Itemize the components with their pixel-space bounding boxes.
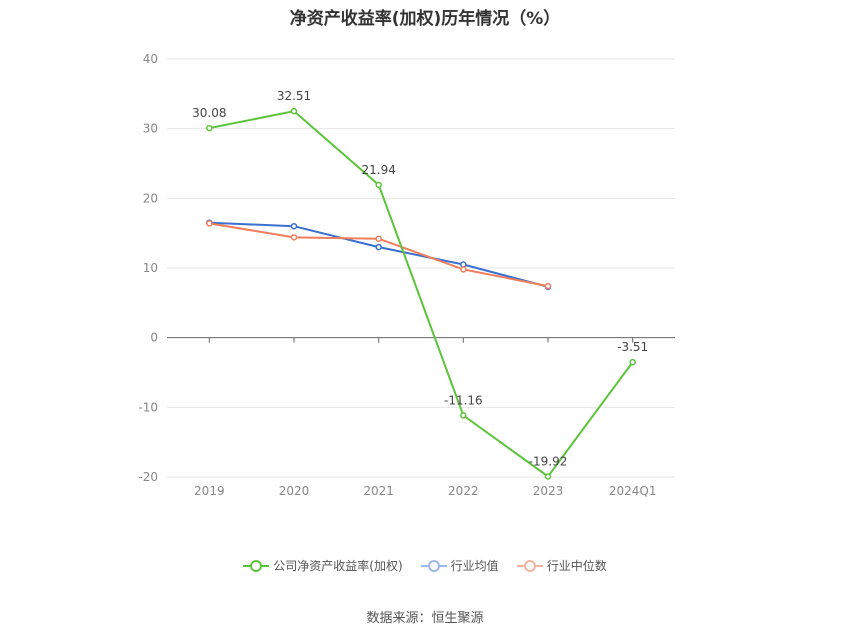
data-point <box>544 282 552 290</box>
data-point <box>629 358 636 366</box>
x-tick-label: 2022 <box>448 484 479 498</box>
y-tick-label: -20 <box>138 470 158 484</box>
data-label: 30.08 <box>192 106 226 120</box>
x-tick-label: 2020 <box>279 484 310 498</box>
data-labels: 30.08 32.51 21.94 -11.16 -19.92 -3.51 <box>192 89 648 468</box>
y-tick-label: 40 <box>143 52 158 66</box>
legend-item-company[interactable]: 公司净资产收益率(加权) <box>243 557 403 574</box>
chart-title: 净资产收益率(加权)历年情况（%） <box>289 9 561 29</box>
legend-marker-icon <box>420 559 447 572</box>
legend: 公司净资产收益率(加权) 行业均值 行业中位数 <box>0 557 850 574</box>
data-point <box>290 222 298 230</box>
grid-lines <box>167 58 675 478</box>
y-tick-label: 0 <box>150 331 158 345</box>
y-tick-label: -10 <box>138 400 158 414</box>
legend-marker-icon <box>516 559 543 572</box>
x-tick-label: 2023 <box>533 484 564 498</box>
data-point <box>290 234 298 241</box>
data-label: -3.51 <box>617 340 648 354</box>
legend-item-industry-mean[interactable]: 行业均值 <box>420 557 499 574</box>
data-point <box>290 107 298 115</box>
axes: -20 -10 0 10 20 30 40 2019 2020 2021 2022 2023 2024Q… <box>138 52 675 498</box>
data-point <box>375 235 382 242</box>
data-label: -11.16 <box>444 393 483 407</box>
y-tick-label: 10 <box>143 261 158 275</box>
data-point <box>206 124 213 132</box>
x-tick-label: 2019 <box>194 484 225 498</box>
data-point <box>375 181 382 189</box>
series-lines <box>206 107 636 480</box>
y-tick-label: 20 <box>143 191 158 205</box>
y-tick-label: 30 <box>143 122 158 136</box>
data-label: -19.92 <box>529 454 568 468</box>
data-point <box>544 473 552 480</box>
legend-marker-icon <box>243 559 270 572</box>
data-point <box>460 266 467 273</box>
legend-label: 行业中位数 <box>546 559 607 573</box>
series-line <box>209 110 634 478</box>
x-tick-label: 2024Q1 <box>609 484 657 498</box>
legend-item-industry-median[interactable]: 行业中位数 <box>516 557 607 574</box>
data-label: 32.51 <box>277 89 311 103</box>
x-tick-label: 2021 <box>363 484 394 498</box>
legend-label: 公司净资产收益率(加权) <box>273 559 403 573</box>
data-point <box>206 220 213 227</box>
series-line <box>209 222 549 288</box>
legend-label: 行业均值 <box>450 559 499 573</box>
data-label: 21.94 <box>361 163 395 177</box>
source-note: 数据来源：恒生聚源 <box>366 611 484 626</box>
data-point <box>375 243 382 251</box>
data-point <box>460 412 467 419</box>
